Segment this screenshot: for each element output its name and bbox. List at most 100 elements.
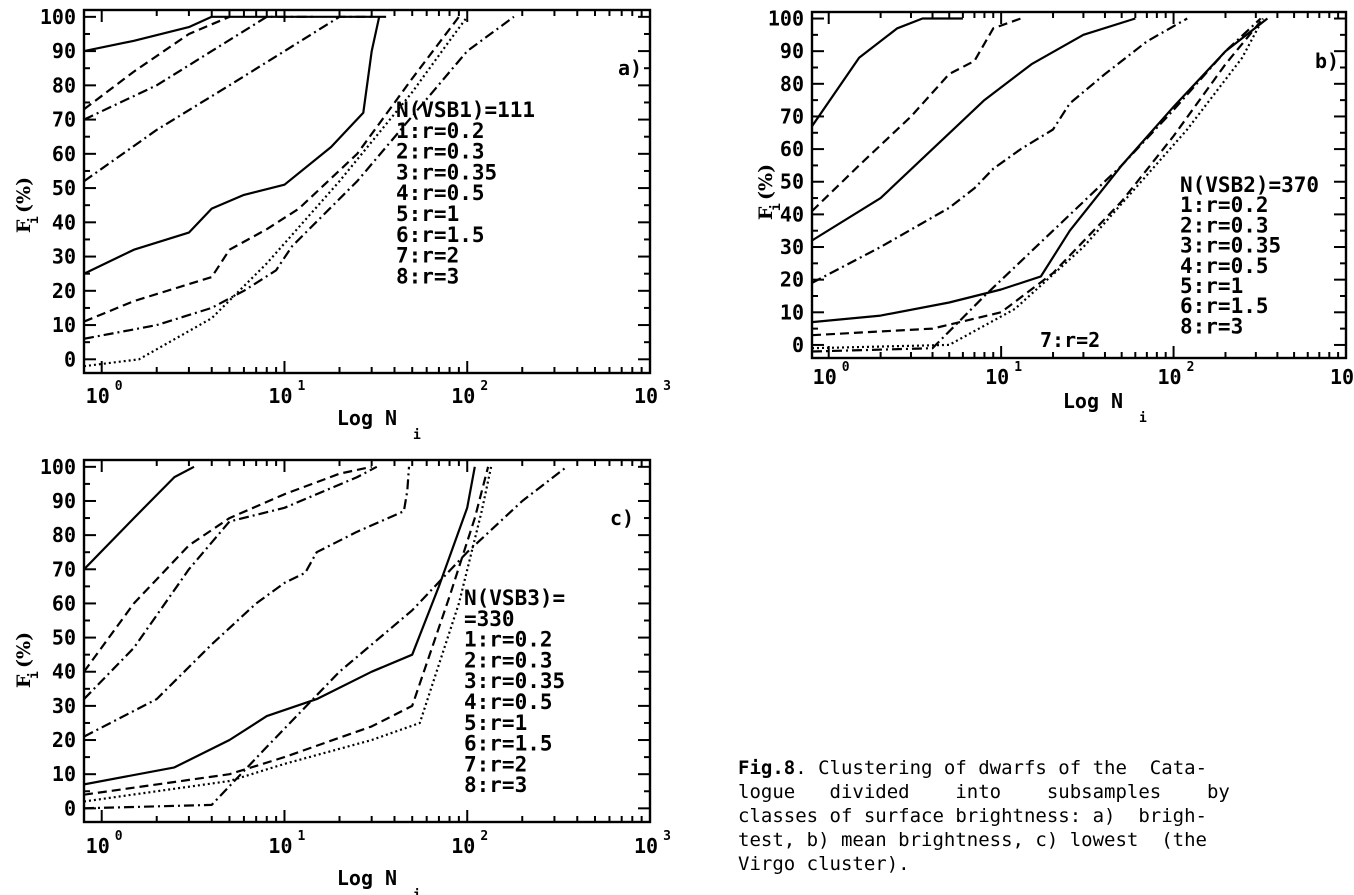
legend-entry: 6:r=1.5 (1180, 294, 1269, 318)
caption-label: Fig.8 (738, 757, 796, 779)
x-axis-label-subscript: i (413, 428, 421, 443)
y-tick-label: 40 (780, 202, 804, 226)
legend-entry: 2:r=0.3 (464, 648, 553, 672)
y-tick-label: 20 (52, 728, 76, 752)
x-tick-power: 1 (1014, 360, 1022, 375)
x-tick-power: 2 (1187, 360, 1195, 375)
caption-line: Virgo cluster). (738, 853, 910, 875)
x-tick-power: 0 (842, 360, 850, 375)
x-tick-power: 0 (115, 829, 123, 844)
y-axis-label-group: F (%)i (755, 164, 784, 220)
series-line-1 (84, 465, 195, 571)
series-line-5 (84, 16, 381, 275)
legend-entry: 5:r=1 (1180, 274, 1243, 298)
y-tick-label: 100 (40, 455, 76, 479)
y-tick-label: 10 (52, 313, 76, 337)
x-axis-label: Log N (337, 866, 397, 890)
legend-entry: 3:r=0.35 (396, 160, 497, 184)
y-tick-label: 100 (768, 7, 804, 31)
y-tick-label: 40 (52, 660, 76, 684)
y-tick-label: 0 (64, 347, 76, 371)
y-tick-label: 70 (780, 104, 804, 128)
series-annotation: 7:r=2 (1040, 328, 1100, 352)
legend-entry: N(VSB1)=111 (396, 98, 535, 122)
figure-caption: Fig.8. Clustering of dwarfs of the Cata-… (738, 756, 1352, 876)
y-axis-label: F (%) (755, 164, 777, 220)
y-tick-label: 50 (52, 176, 76, 200)
y-tick-label: 60 (780, 137, 804, 161)
x-tick-label: 10 (451, 834, 475, 858)
y-tick-label: 30 (780, 235, 804, 259)
series-line-3 (84, 465, 378, 700)
legend-entry: 1:r=0.2 (464, 628, 553, 652)
series-line-4 (812, 17, 1188, 284)
x-tick-label: 10 (86, 384, 110, 408)
caption-line: test, b) mean brightness, c) lowest (the (738, 829, 1207, 851)
y-tick-label: 70 (52, 557, 76, 581)
legend-entry: 2:r=0.3 (396, 140, 485, 164)
plot-frame (82, 458, 652, 824)
series-line-8 (84, 465, 568, 810)
series-line-4 (84, 15, 372, 183)
series-line-8 (84, 16, 469, 368)
panel-label: b) (1315, 49, 1339, 73)
x-tick-power: 2 (480, 829, 488, 844)
series-line-6 (84, 16, 460, 323)
y-tick-label: 0 (792, 333, 804, 357)
legend-entry: 4:r=0.5 (396, 181, 485, 205)
legend-entry: 8:r=3 (396, 264, 459, 288)
x-tick-power: 1 (298, 829, 306, 844)
x-tick-label: 10 (634, 384, 658, 408)
series-group (84, 465, 568, 810)
series-line-7 (84, 15, 515, 340)
y-tick-label: 80 (52, 523, 76, 547)
legend-entry: 6:r=1.5 (464, 732, 553, 756)
x-tick-power: 2 (480, 379, 488, 394)
y-tick-label: 10 (52, 762, 76, 786)
series-line-4 (84, 466, 411, 738)
plot-frame (82, 8, 652, 375)
x-tick-label: 10 (813, 365, 837, 389)
y-tick-label: 40 (52, 210, 76, 234)
y-tick-label: 20 (52, 279, 76, 303)
x-axis-label-subscript: i (1139, 411, 1147, 426)
x-axis-label: Log N (337, 406, 397, 430)
series-line-6 (84, 466, 490, 796)
x-tick-label: 10 (268, 384, 292, 408)
x-tick-label: 10 (1330, 365, 1354, 389)
series-line-8 (812, 17, 1262, 353)
y-tick-label: 30 (52, 245, 76, 269)
x-tick-power: 1 (298, 379, 306, 394)
series-line-5 (84, 466, 476, 786)
x-tick-power: 0 (115, 379, 123, 394)
y-axis-label: F (%) (13, 177, 35, 233)
legend-entry: 7:r=2 (396, 244, 459, 268)
y-axis-label-group: F (%)i (13, 177, 42, 233)
series-line-1 (84, 15, 387, 53)
x-tick-label: 10 (634, 834, 658, 858)
y-tick-label: 80 (780, 72, 804, 96)
y-tick-label: 0 (64, 796, 76, 820)
legend-entry: 1:r=0.2 (396, 119, 485, 143)
series-group (84, 15, 515, 368)
x-tick-label: 10 (451, 384, 475, 408)
legend-entry: 6:r=1.5 (396, 223, 485, 247)
series-line-7 (84, 466, 493, 803)
legend-entry: 8:r=3 (464, 773, 527, 797)
legend-entry: =330 (464, 607, 515, 631)
x-tick-label: 10 (1158, 365, 1182, 389)
x-tick-power: 3 (663, 829, 671, 844)
y-tick-label: 10 (780, 300, 804, 324)
y-tick-label: 90 (780, 39, 804, 63)
legend-entry: 5:r=1 (396, 202, 459, 226)
y-tick-label: 50 (52, 626, 76, 650)
x-tick-label: 10 (985, 365, 1009, 389)
y-axis-label-subscript: i (769, 203, 784, 211)
y-tick-label: 70 (52, 108, 76, 132)
x-tick-label: 10 (268, 834, 292, 858)
x-axis-label: Log N (1063, 389, 1123, 413)
